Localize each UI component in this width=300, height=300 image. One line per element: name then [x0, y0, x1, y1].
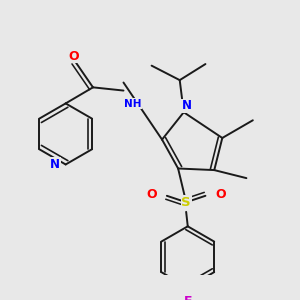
Text: O: O	[215, 188, 226, 201]
Text: O: O	[68, 50, 79, 62]
Text: F: F	[184, 296, 192, 300]
Text: O: O	[147, 188, 157, 201]
Text: NH: NH	[124, 99, 142, 109]
Text: S: S	[181, 196, 191, 209]
Text: N: N	[182, 99, 192, 112]
Text: N: N	[50, 158, 60, 171]
